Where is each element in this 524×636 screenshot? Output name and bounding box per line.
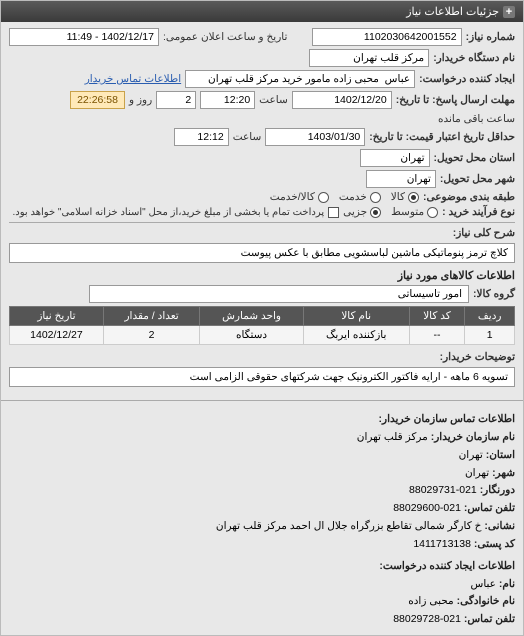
subject-cat-label: طبقه بندی موضوعی:	[423, 191, 515, 203]
cell-idx: 1	[465, 326, 515, 345]
treasury-checkbox[interactable]	[328, 207, 339, 218]
radio-service-label: خدمت	[339, 191, 367, 203]
ctel-v: 021-88029728	[393, 613, 461, 625]
validity-label: حداقل تاریخ اعتبار قیمت: تا تاریخ:	[369, 131, 515, 143]
creator-input[interactable]	[185, 70, 415, 88]
group-input[interactable]	[89, 285, 469, 303]
time-label-1: ساعت	[259, 94, 288, 106]
treasury-label: پرداخت تمام یا بخشی از مبلغ خرید،از محل …	[13, 207, 325, 218]
lname-k: نام خانوادگی:	[457, 595, 515, 607]
prov-k: استان:	[486, 449, 515, 461]
main-desc-box: کلاچ ترمز پنوماتیکی ماشین لباسشویی مطابق…	[9, 243, 515, 263]
creator-label: ایجاد کننده درخواست:	[419, 73, 515, 85]
deadline-date-input[interactable]	[292, 91, 392, 109]
prov-v: تهران	[459, 449, 483, 461]
delivery-prov-label: استان محل تحویل:	[434, 152, 515, 164]
delivery-city-input[interactable]	[366, 170, 436, 188]
post-k: کد پستی:	[474, 538, 515, 550]
buyer-dev-input[interactable]	[309, 49, 429, 67]
req-no-input[interactable]	[312, 28, 462, 46]
name-k: نام:	[499, 578, 515, 590]
org-v: مرکز قلب تهران	[357, 431, 428, 443]
radio-med[interactable]	[427, 207, 438, 218]
cell-unit: دستگاه	[200, 326, 303, 345]
radio-part[interactable]	[370, 207, 381, 218]
time-label-2: ساعت	[233, 131, 262, 143]
ctel-k: تلفن تماس:	[464, 613, 515, 625]
deadline-time-input[interactable]	[200, 91, 255, 109]
lname-v: محبی زاده	[408, 595, 453, 607]
buyer-contact-link[interactable]: اطلاعات تماس خریدار	[85, 73, 181, 85]
radio-service[interactable]	[370, 192, 381, 203]
cell-name: بازکننده ایربگ	[303, 326, 409, 345]
delivery-city-label: شهر محل تحویل:	[440, 173, 515, 185]
addr-v: خ کارگر شمالی تقاطع بزرگراه جلال ال احمد…	[216, 520, 482, 532]
radio-goods-label: کالا	[391, 191, 405, 203]
buyer-dev-label: نام دستگاه خریدار:	[433, 52, 515, 64]
radio-both[interactable]	[318, 192, 329, 203]
col-date: تاریخ نیاز	[10, 307, 104, 326]
cell-qty: 2	[103, 326, 199, 345]
contact-title: اطلاعات تماس سازمان خریدار:	[9, 411, 515, 429]
radio-med-label: متوسط	[391, 206, 424, 218]
city-k: شهر:	[492, 467, 515, 479]
col-unit: واحد شمارش	[200, 307, 303, 326]
subject-radio-group: کالا خدمت کالا/خدمت	[270, 191, 419, 203]
contact-block: اطلاعات تماس سازمان خریدار: نام سازمان خ…	[1, 405, 523, 635]
details-panel: + جزئیات اطلاعات نیاز شماره نیاز: تاریخ …	[0, 0, 524, 636]
fax-k: تلفن تماس:	[464, 502, 515, 514]
deadline-label: مهلت ارسال پاسخ: تا تاریخ:	[396, 94, 515, 106]
radio-part-label: جزیی	[343, 206, 367, 218]
fax-v: 021-88029600	[393, 502, 461, 514]
creator-title: اطلاعات ایجاد کننده درخواست:	[9, 558, 515, 576]
org-k: نام سازمان خریدار:	[431, 431, 515, 443]
tel-v: 021-88029731	[409, 484, 477, 496]
days-remain-input[interactable]	[156, 91, 196, 109]
cell-code: --	[409, 326, 465, 345]
purchase-radio-group: متوسط جزیی	[343, 206, 438, 218]
city-v: تهران	[465, 467, 489, 479]
col-qty: تعداد / مقدار	[103, 307, 199, 326]
pub-dt-input[interactable]	[9, 28, 159, 46]
goods-table: ردیف کد کالا نام کالا واحد شمارش تعداد /…	[9, 306, 515, 345]
validity-date-input[interactable]	[265, 128, 365, 146]
countdown-badge: 22:26:58	[70, 91, 125, 109]
notes-label: توضیحات خریدار:	[440, 351, 515, 363]
form-area: شماره نیاز: تاریخ و ساعت اعلان عمومی: نا…	[1, 22, 523, 396]
radio-both-label: کالا/خدمت	[270, 191, 315, 203]
expand-icon[interactable]: +	[503, 6, 515, 18]
name-v: عباس	[471, 578, 496, 590]
col-name: نام کالا	[303, 307, 409, 326]
panel-title: جزئیات اطلاعات نیاز	[406, 5, 499, 18]
panel-header: + جزئیات اطلاعات نیاز	[1, 1, 523, 22]
remain-label: ساعت باقی مانده	[438, 113, 515, 125]
main-desc-label: شرح کلی نیاز:	[453, 227, 515, 239]
col-code: کد کالا	[409, 307, 465, 326]
goods-section-title: اطلاعات کالاهای مورد نیاز	[9, 269, 515, 282]
notes-box: تسویه 6 ماهه - ارایه فاکتور الکترونیک جه…	[9, 367, 515, 387]
pub-dt-label: تاریخ و ساعت اعلان عمومی:	[163, 31, 287, 43]
col-row: ردیف	[465, 307, 515, 326]
tel-k: دورنگار:	[480, 484, 515, 496]
req-no-label: شماره نیاز:	[466, 31, 515, 43]
post-v: 1411713138	[413, 538, 471, 550]
radio-goods[interactable]	[408, 192, 419, 203]
validity-time-input[interactable]	[174, 128, 229, 146]
addr-k: نشانی:	[484, 520, 515, 532]
cell-date: 1402/12/27	[10, 326, 104, 345]
purchase-type-label: نوع فرآیند خرید :	[442, 206, 515, 218]
group-label: گروه کالا:	[473, 288, 515, 300]
days-label: روز و	[129, 94, 152, 106]
delivery-prov-input[interactable]	[360, 149, 430, 167]
table-row[interactable]: 1 -- بازکننده ایربگ دستگاه 2 1402/12/27	[10, 326, 515, 345]
